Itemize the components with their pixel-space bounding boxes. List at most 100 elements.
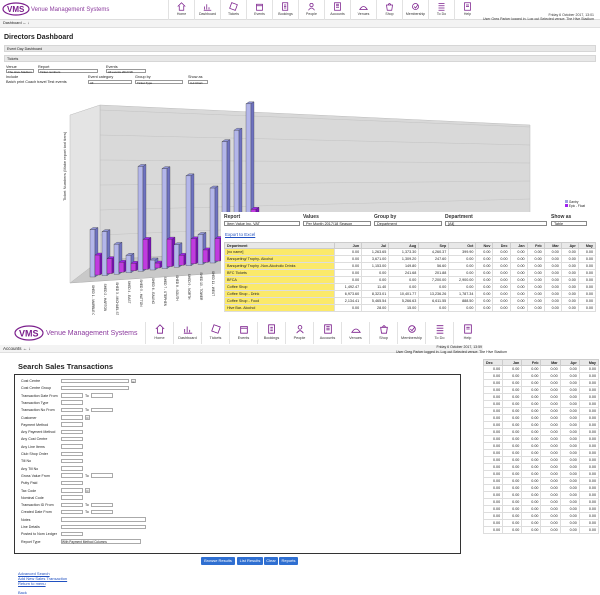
clear-field-button[interactable]: C [85, 415, 90, 420]
field-select[interactable] [61, 495, 83, 500]
department-cell[interactable]: BFC Tickets [224, 269, 335, 277]
back-arrow-icon[interactable]: ← [22, 346, 29, 351]
add-sales-transaction-link[interactable]: Add New Sales Transaction [18, 576, 68, 581]
field-select[interactable] [61, 385, 129, 391]
nav-help[interactable]: Help [454, 0, 480, 20]
field-input-to[interactable] [91, 407, 113, 413]
breadcrumb-dashboard[interactable]: Dashboard [3, 21, 22, 25]
field-select[interactable]: With Payment Method Columns [61, 539, 141, 544]
section-header-tickets[interactable]: Tickets [4, 55, 596, 62]
values-select[interactable]: Per Month 2017/18 Season [303, 221, 371, 226]
field-input[interactable] [61, 509, 83, 515]
vms-logo[interactable]: VMS [2, 2, 30, 16]
export-to-excel-link[interactable]: Export to Excel [225, 232, 256, 237]
clear-button[interactable]: Clear [264, 557, 278, 565]
nav-membership[interactable]: Membership [402, 0, 428, 20]
department-select[interactable]: [All] [445, 221, 547, 226]
field-input-to[interactable] [91, 502, 113, 508]
nav-venues[interactable]: Venues [341, 322, 369, 344]
department-cell[interactable]: Coffee Shop - Drink [224, 290, 335, 298]
field-input[interactable] [61, 393, 83, 398]
show-as-select[interactable]: 3-d Chart [188, 80, 208, 85]
nav-bookings[interactable]: Bookings [272, 0, 298, 20]
report-select[interactable]: Ticket numbers [38, 69, 98, 74]
back-link[interactable]: Back [18, 590, 27, 595]
field-select[interactable] [61, 415, 83, 420]
nav-accounts[interactable]: Accounts [324, 0, 350, 20]
nav-to-do[interactable]: To Do [425, 322, 453, 344]
event-category-select[interactable]: All [88, 80, 132, 85]
nav-accounts[interactable]: Accounts [313, 322, 341, 344]
back-arrow-icon[interactable]: ← [22, 21, 28, 25]
chart-x-tick-label: SHED 2 - HARTON [103, 284, 107, 312]
nav-venues[interactable]: Venues [350, 0, 376, 20]
nav-dashboard[interactable]: Dashboard [194, 0, 220, 20]
clear-field-button[interactable]: C [131, 378, 136, 384]
field-select[interactable] [61, 378, 129, 383]
nav-label: Events [237, 336, 250, 340]
group-by-select[interactable]: Ticket Type [135, 80, 183, 85]
group-by-select[interactable]: Department [374, 221, 442, 226]
field-select[interactable] [61, 400, 83, 405]
nav-tickets[interactable]: Tickets [220, 0, 246, 20]
department-cell[interactable]: BFCA [224, 276, 335, 284]
report-select[interactable]: Item Value Inc. VAT [224, 221, 300, 226]
nav-membership[interactable]: Membership [397, 322, 425, 344]
nav-help[interactable]: Help [453, 322, 481, 344]
nav-shop[interactable]: Shop [369, 322, 397, 344]
reports-button[interactable]: Reports [279, 557, 298, 565]
down-arrow-icon[interactable]: ↓ [27, 21, 30, 25]
department-cell[interactable]: Coffee Shop - Food [224, 297, 335, 305]
field-label: Club Shop Order [21, 452, 48, 456]
nav-tickets[interactable]: Tickets [201, 322, 229, 344]
department-cell[interactable]: Coffee Shop [224, 283, 335, 291]
field-select[interactable] [61, 488, 83, 493]
nav-shop[interactable]: Shop [376, 0, 402, 20]
field-input-to[interactable] [91, 393, 113, 398]
nav-dashboard[interactable]: Dashboard [173, 322, 201, 344]
section-header-event-day[interactable]: Event Day Dashboard [4, 45, 596, 52]
down-arrow-icon[interactable]: ↓ [28, 346, 31, 351]
nav-home[interactable]: Home [145, 322, 173, 344]
field-input-to[interactable] [91, 473, 113, 478]
show-as-select[interactable]: Table [551, 221, 587, 226]
department-cell[interactable]: Hive Bar- Alcohol [224, 304, 335, 312]
nav-people[interactable]: People [298, 0, 324, 20]
venue-select[interactable]: The Hive Stadium [6, 69, 34, 74]
department-cell[interactable]: Banqueting/ Trophy -Non-Alcoholic Drinks [224, 262, 335, 270]
field-input[interactable] [61, 517, 146, 522]
nav-people[interactable]: People [285, 322, 313, 344]
field-select[interactable] [61, 480, 83, 486]
department-cell[interactable]: [no name] [224, 248, 335, 256]
field-select[interactable] [61, 436, 83, 442]
field-select[interactable] [61, 531, 83, 537]
field-select[interactable] [61, 444, 83, 449]
field-input-to[interactable] [91, 509, 113, 515]
shop-icon [379, 325, 388, 334]
include-options[interactable]: Batch print Coach travel Test events [6, 80, 67, 84]
field-input[interactable] [61, 502, 83, 508]
department-cell[interactable]: Banqueting/ Trophy- Alcohol [224, 255, 335, 263]
advanced-search-link[interactable]: Advanced Search [18, 571, 50, 576]
nav-home[interactable]: Home [168, 0, 194, 20]
vms-logo-2[interactable]: VMS [14, 325, 44, 341]
breadcrumb-accounts[interactable]: Accounts [3, 346, 22, 351]
list-results-button[interactable]: List Results [237, 557, 263, 565]
nav-to-do[interactable]: To Do [428, 0, 454, 20]
field-select[interactable] [61, 422, 83, 427]
field-input[interactable] [61, 458, 83, 464]
nav-bookings[interactable]: Bookings [257, 322, 285, 344]
events-select[interactable]: All events 2017/18 [106, 69, 146, 74]
field-select[interactable] [61, 429, 83, 435]
return-to-menu-link[interactable]: Return to menu [18, 581, 46, 586]
field-input[interactable] [61, 524, 146, 529]
field-select[interactable] [61, 466, 83, 471]
browse-results-button[interactable]: Browse Results [201, 557, 235, 565]
field-select[interactable] [61, 451, 83, 456]
value-cell: 0.00 [540, 484, 561, 492]
nav-events[interactable]: Events [246, 0, 272, 20]
clear-field-button[interactable]: C [85, 488, 90, 493]
field-input[interactable] [61, 473, 83, 478]
field-input[interactable] [61, 407, 83, 413]
nav-events[interactable]: Events [229, 322, 257, 344]
